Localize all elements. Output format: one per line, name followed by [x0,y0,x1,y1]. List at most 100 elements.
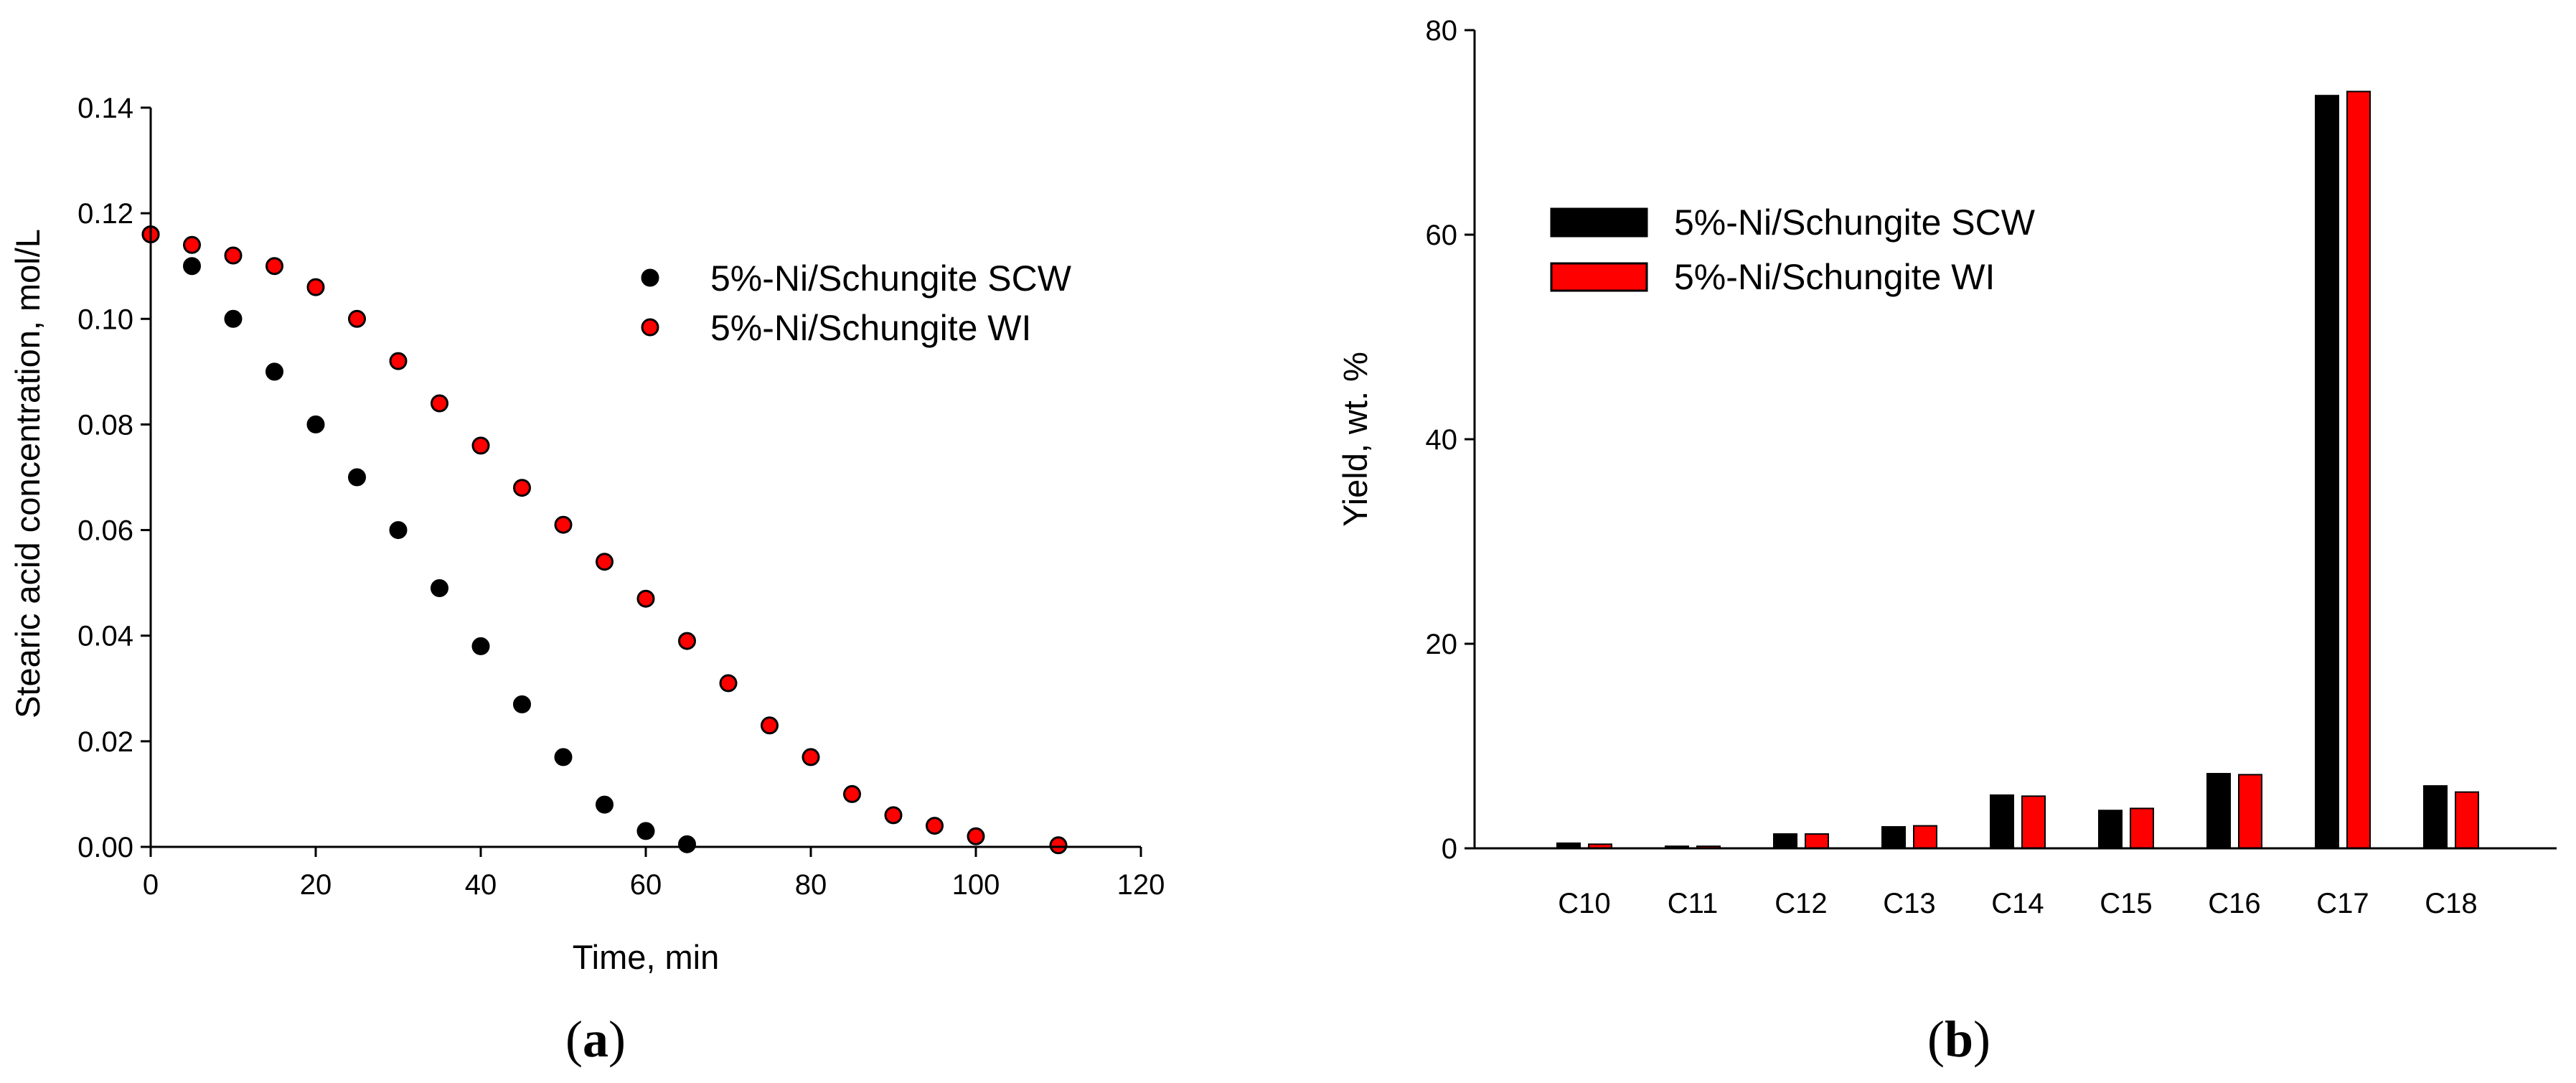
panel-a-point-scw [513,695,531,713]
panel-a-point-scw [306,415,325,433]
panel-a-point-scw [389,521,408,540]
panel-b-bar-c17-scw [2315,95,2339,850]
panel-a-markers [141,225,1068,855]
panel-b-bar-c14-wi [2021,795,2046,849]
panel-b-bar-c17-wi [2346,90,2371,849]
panel-a-x-tick-label: 100 [952,869,1000,901]
panel-a-x-tick-label: 80 [795,869,827,901]
panel-a-x-ticks: 0 20 40 60 80 100 120 [143,847,1165,901]
panel-a-legend-marker-scw [641,268,659,287]
panel-a-point-wi [761,716,779,735]
panel-a-point-wi [306,278,325,296]
panel-a-y-tick-label: 0.06 [77,515,133,547]
panel-b-bar-c16-scw [2206,772,2231,849]
panel-a-y-tick-label: 0.14 [77,93,133,124]
panel-b-y-tick-label: 20 [1426,629,1458,660]
panel-a-point-scw [596,795,614,814]
panel-a-point-scw [554,748,573,766]
panel-b-y-axis-title: Yield, wt. % [1336,352,1374,527]
panel-a-point-wi [678,632,696,650]
panel-a-point-wi [513,479,531,497]
panel-b-bar-c12-scw [1773,833,1797,850]
panel-b-category-labels: C10 C11 C12 C13 C14 C15 C16 C17 C18 [1558,888,2477,919]
panel-b-category-label: C18 [2425,888,2477,919]
panel-b-category-label: C17 [2316,888,2369,919]
panel-b-bar-c12-wi [1805,833,1829,850]
panel-a-point-wi [554,515,573,534]
panel-a-legend-marker-wi [641,318,659,337]
panel-b-y-tick-label: 80 [1426,15,1458,47]
panel-b-y-ticks: 0 20 40 60 80 [1426,15,1475,865]
panel-b-legend-label-wi: 5%-Ni/Schungite WI [1674,257,1995,297]
panel-a-point-scw [471,637,490,655]
panel-a-point-wi [431,394,448,413]
panel-a-point-wi [1049,836,1068,855]
panel-a-x-tick-label: 60 [630,869,662,901]
panel-b-legend-swatch-scw [1550,207,1648,238]
panel-b-bar-c18-wi [2455,791,2479,849]
panel-b-legend-swatch-wi [1550,262,1648,292]
panel-a-scatter-chart: 0.00 0.02 0.04 0.06 0.08 0.10 0.12 0.14 0 20 40 60… [9,93,1165,1068]
panel-a-point-scw [678,835,696,853]
panel-a-point-wi [719,674,738,693]
panel-a-x-tick-label: 20 [300,869,332,901]
panel-b-bar-c16-wi [2238,774,2262,850]
panel-a-point-scw [431,579,448,597]
panel-b-label: (b) [1927,1011,1990,1068]
panel-b-category-label: C12 [1774,888,1827,919]
panel-a-point-wi [884,806,903,825]
panel-a-point-wi [224,246,243,265]
panel-a-point-wi [183,235,201,254]
panel-b-category-label: C16 [2208,888,2260,919]
panel-b-label-letter: b [1945,1011,1973,1068]
panel-a-point-wi [596,553,614,571]
panel-a-x-axis-title: Time, min [573,938,720,976]
panel-b-legend: 5%-Ni/Schungite SCW 5%-Ni/Schungite WI [1550,202,2036,297]
panel-a-point-wi [348,309,366,328]
panel-a-legend: 5%-Ni/Schungite SCW 5%-Ni/Schungite WI [641,258,1072,348]
panel-a-label: (a) [565,1011,626,1068]
panel-a-y-tick-label: 0.08 [77,409,133,441]
panel-a-y-tick-label: 0.04 [77,621,133,652]
panel-b-y-tick-label: 60 [1426,220,1458,251]
panel-a-y-axis-title: Stearic acid concentration, mol/L [9,229,47,718]
panel-b-y-tick-label: 0 [1442,833,1457,865]
panel-b-category-label: C10 [1558,888,1610,919]
panel-b-category-label: C14 [1991,888,2044,919]
panel-b-bar-c18-scw [2423,785,2448,849]
panel-b-bar-c13-wi [1913,825,1937,850]
panel-a-point-wi [389,352,408,370]
panel-a-x-tick-label: 120 [1117,869,1165,901]
panel-a-label-letter: a [583,1011,608,1068]
panel-a-point-scw [348,468,366,487]
panel-a-point-scw [183,257,201,276]
panel-b-category-label: C11 [1668,888,1718,919]
panel-b-legend-label-scw: 5%-Ni/Schungite SCW [1674,202,2036,243]
panel-a-point-wi [967,827,985,845]
panel-b-y-tick-label: 40 [1426,424,1458,456]
panel-a-legend-label-scw: 5%-Ni/Schungite SCW [710,258,1072,299]
panel-b-category-label: C13 [1883,888,1935,919]
panel-a-point-wi [843,784,861,803]
panel-a-y-tick-label: 0.02 [77,726,133,758]
panel-a-point-scw [265,362,283,381]
panel-a-y-tick-label: 0.10 [77,304,133,335]
panel-a-y-tick-label: 0.00 [77,832,133,863]
panel-a-x-tick-label: 40 [465,869,497,901]
panel-a-point-scw [224,309,243,328]
panel-a-point-wi [636,589,655,608]
panel-b-bars [1556,90,2479,850]
panel-b-bar-c15-scw [2098,810,2123,850]
panel-a-y-ticks: 0.00 0.02 0.04 0.06 0.08 0.10 0.12 0.14 [77,93,151,863]
panel-b-bar-chart: 0 20 40 60 80 C10 C11 C12 C13 C14 C15 C16 C17 C18 Yi… [1336,15,2557,1068]
panel-b-category-label: C15 [2100,888,2152,919]
panel-b-bar-c13-scw [1881,826,1906,849]
panel-a-y-tick-label: 0.12 [77,198,133,230]
panel-a-x-tick-label: 0 [143,869,159,901]
panel-a-point-wi [265,257,283,276]
panel-a-point-scw [636,822,655,840]
panel-a-point-wi [471,436,490,455]
panel-a-legend-label-wi: 5%-Ni/Schungite WI [710,308,1031,348]
panel-b-bar-c15-wi [2130,807,2154,850]
